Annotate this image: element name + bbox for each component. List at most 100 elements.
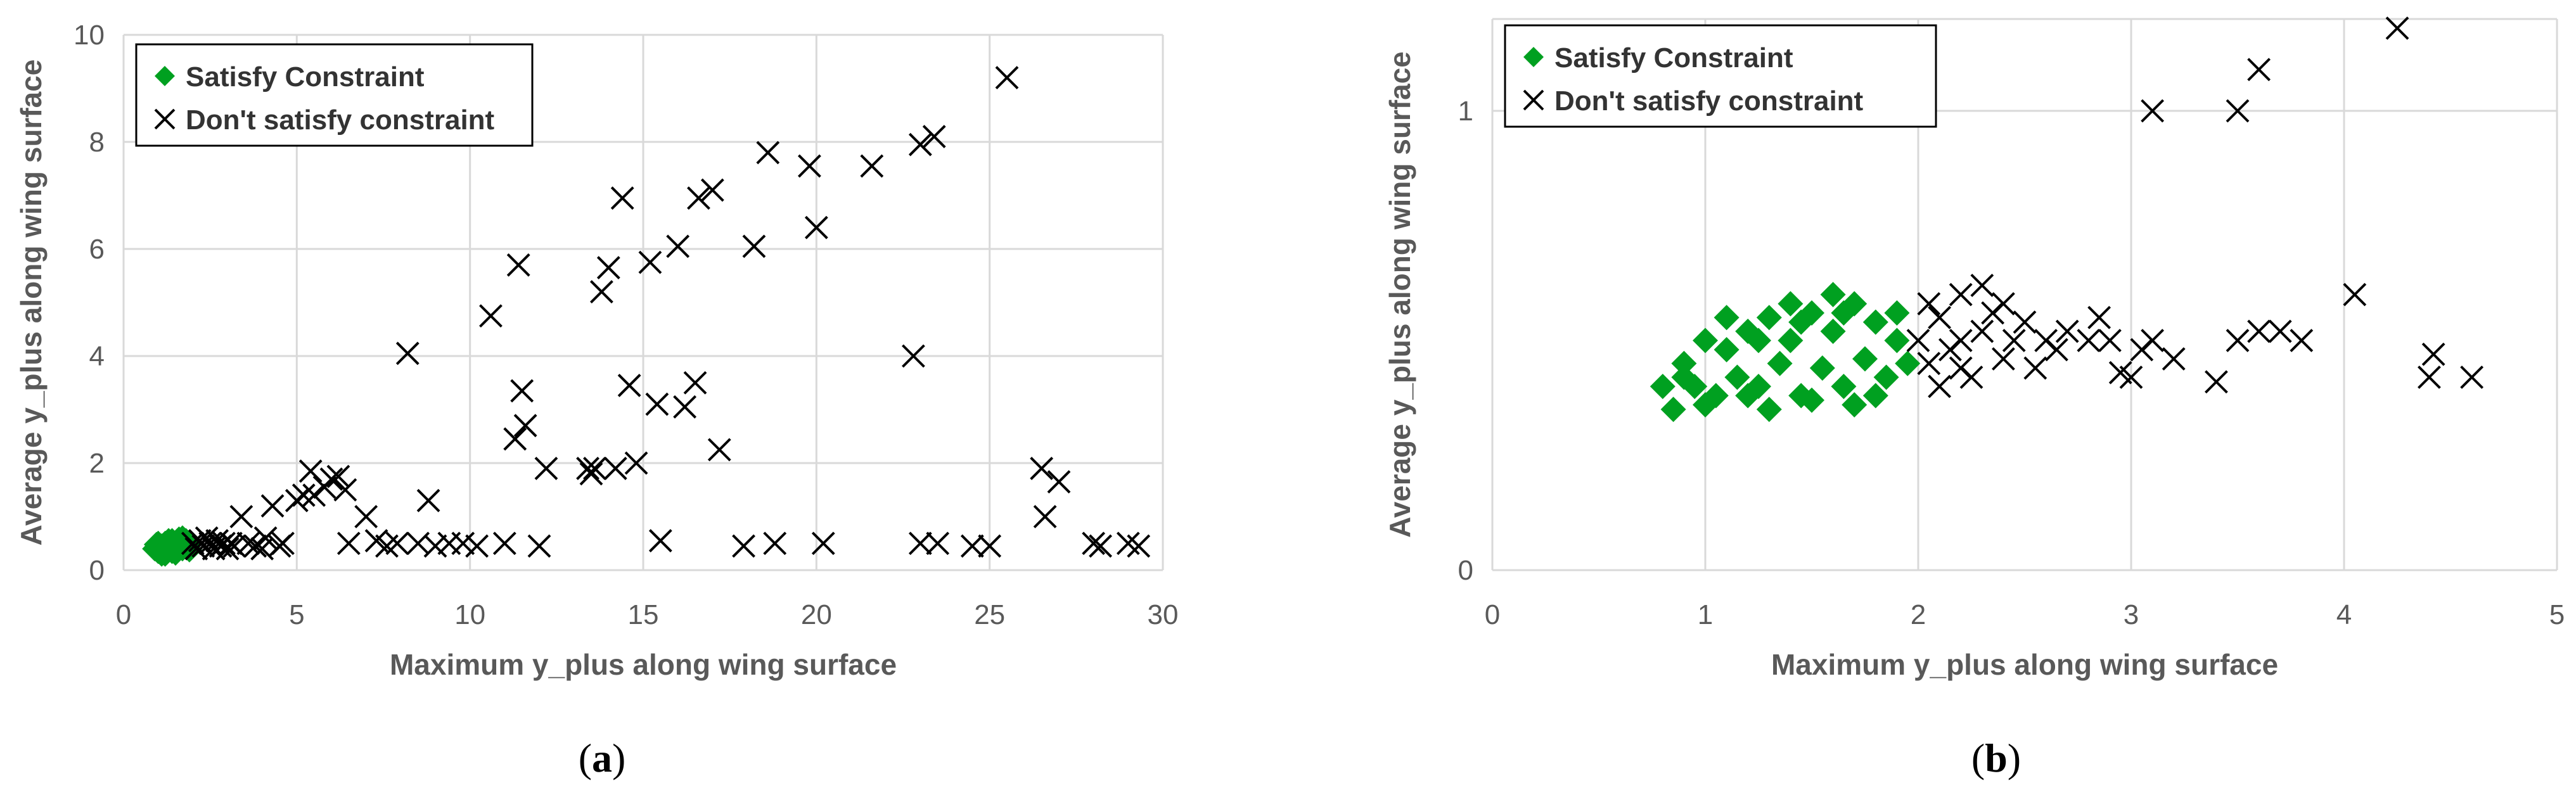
chart-a-point-dont-satisfy	[1047, 470, 1071, 493]
chart-a-point-dont-satisfy	[742, 234, 766, 258]
chart-b-xtick-label: 0	[1485, 599, 1500, 630]
chart-b-point-satisfy	[1735, 383, 1761, 409]
chart-a-point-dont-satisfy	[479, 304, 503, 328]
chart-b-point-dont-satisfy	[2087, 305, 2111, 329]
chart-a-point-dont-satisfy	[503, 427, 527, 451]
chart-b-point-satisfy	[1756, 397, 1782, 423]
chart-a-ytick-label: 0	[89, 555, 105, 586]
chart-a-point-dont-satisfy	[395, 341, 420, 366]
chart-a-point-dont-satisfy	[797, 154, 821, 178]
chart-a-xtick-label: 5	[289, 599, 304, 630]
chart-b-point-dont-satisfy	[2077, 329, 2101, 352]
chart-b-point-dont-satisfy	[1991, 347, 2015, 371]
chart-b-point-dont-satisfy	[2247, 58, 2271, 82]
chart-a-xtick-label: 20	[801, 599, 832, 630]
chart-b-point-satisfy	[1884, 300, 1910, 326]
chart-b-point-dont-satisfy	[2417, 366, 2441, 389]
chart-b-point-dont-satisfy	[2343, 283, 2367, 307]
chart-a-legend-box	[135, 43, 534, 147]
chart-b-xlabel: Maximum y_plus along wing surface	[1771, 648, 2278, 681]
chart-a-ytick-label: 4	[89, 341, 105, 372]
chart-b-point-dont-satisfy	[2226, 329, 2250, 352]
chart-b-point-satisfy	[1778, 328, 1804, 353]
chart-a-xtick-label: 15	[628, 599, 659, 630]
chart-b-point-satisfy	[1756, 305, 1782, 331]
chart-a-point-dont-satisfy	[756, 141, 780, 165]
chart-a-point-dont-satisfy	[527, 534, 551, 558]
chart-a-point-dont-satisfy	[596, 256, 620, 279]
chart-b-point-satisfy	[1693, 392, 1718, 417]
chart-a-point-dont-satisfy	[732, 534, 755, 558]
chart-b-legend-label-satisfy: Satisfy Constraint	[1554, 42, 1793, 73]
chart-a-point-dont-satisfy	[763, 531, 787, 556]
chart-a-point-dont-satisfy	[1089, 534, 1113, 558]
chart-b-point-dont-satisfy	[1917, 352, 1941, 376]
chart-b-point-dont-satisfy	[2055, 319, 2079, 343]
chart-a-point-dont-satisfy	[995, 66, 1019, 90]
chart-a-point-dont-satisfy	[860, 154, 884, 178]
chart-b-point-satisfy	[1650, 374, 1676, 399]
chart-b-point-dont-satisfy	[2268, 319, 2292, 343]
chart-a-point-dont-satisfy	[707, 438, 731, 462]
chart-a-point-dont-satisfy	[1082, 531, 1106, 556]
caption-a: (a)	[578, 735, 626, 780]
chart-b-point-dont-satisfy	[1906, 329, 1930, 352]
chart-b-point-satisfy	[1714, 337, 1740, 362]
chart-a-point-dont-satisfy	[513, 414, 537, 438]
chart-a-point-dont-satisfy	[292, 483, 316, 507]
chart-a-point-dont-satisfy	[336, 531, 361, 556]
chart-a-point-dont-satisfy	[229, 505, 253, 528]
chart-b-point-dont-satisfy	[2013, 310, 2037, 334]
chart-a-ytick-label: 8	[89, 127, 105, 158]
chart-a-point-dont-satisfy	[579, 462, 603, 486]
chart-a-ytick-label: 6	[89, 234, 105, 265]
chart-b-point-dont-satisfy	[2098, 329, 2122, 352]
chart-a-point-dont-satisfy	[506, 253, 530, 277]
chart-a-point-dont-satisfy	[326, 464, 350, 488]
chart-b-point-satisfy	[1831, 374, 1857, 399]
chart-a-point-dont-satisfy	[922, 125, 946, 148]
chart-b-point-satisfy	[1682, 374, 1708, 399]
chart-b-legend-label-dont-satisfy: Don't satisfy constraint	[1554, 86, 1864, 117]
chart-b-point-dont-satisfy	[2023, 356, 2047, 380]
chart-b-point-dont-satisfy	[2044, 338, 2068, 362]
chart-a-xtick-label: 10	[454, 599, 485, 630]
chart-b-point-satisfy	[1820, 319, 1846, 344]
chart-b-point-dont-satisfy	[2141, 99, 2165, 123]
chart-b-point-dont-satisfy	[2204, 370, 2228, 394]
chart-b-point-satisfy	[1799, 387, 1824, 413]
chart-a-point-dont-satisfy	[271, 531, 295, 556]
chart-b-point-dont-satisfy	[2119, 366, 2143, 389]
chart-a-point-dont-satisfy	[215, 537, 240, 561]
chart-a-point-dont-satisfy	[617, 374, 641, 397]
chart-a-point-dont-satisfy	[638, 250, 662, 274]
chart-a-point-dont-satisfy	[1030, 457, 1054, 480]
chart-a-point-dont-satisfy	[534, 457, 558, 480]
chart-b-point-dont-satisfy	[2290, 329, 2314, 352]
chart-b-point-dont-satisfy	[1949, 283, 1973, 307]
chart-a-point-dont-satisfy	[576, 457, 599, 480]
chart-a-point-dont-satisfy	[222, 534, 247, 558]
chart-b-point-satisfy	[1671, 364, 1697, 390]
chart-b-point-satisfy	[1831, 300, 1857, 326]
chart-b-point-dont-satisfy	[1928, 305, 1952, 329]
chart-b-point-satisfy	[1788, 309, 1814, 335]
chart-b-point-dont-satisfy	[2247, 319, 2271, 343]
chart-b-point-satisfy	[1714, 305, 1740, 331]
chart-a-point-dont-satisfy	[416, 488, 440, 512]
chart-a-point-dont-satisfy	[804, 215, 828, 239]
chart-a-point-dont-satisfy	[451, 531, 475, 556]
chart-a-point-dont-satisfy	[333, 478, 357, 502]
chart-a-point-dont-satisfy	[319, 467, 343, 491]
chart-b-point-satisfy	[1873, 364, 1899, 390]
chart-b-point-satisfy	[1809, 355, 1835, 381]
chart-b-xtick-label: 2	[1911, 599, 1926, 630]
chart-a-point-dont-satisfy	[624, 451, 648, 475]
chart-a-point-dont-satisfy	[465, 534, 489, 558]
chart-b-point-satisfy	[1767, 350, 1793, 376]
chart-b-point-dont-satisfy	[1917, 292, 1941, 315]
chart-a-point-dont-satisfy	[423, 534, 447, 558]
chart-b-legend-marker-dont-satisfy	[1523, 89, 1544, 111]
chart-b-point-satisfy	[1724, 364, 1750, 390]
